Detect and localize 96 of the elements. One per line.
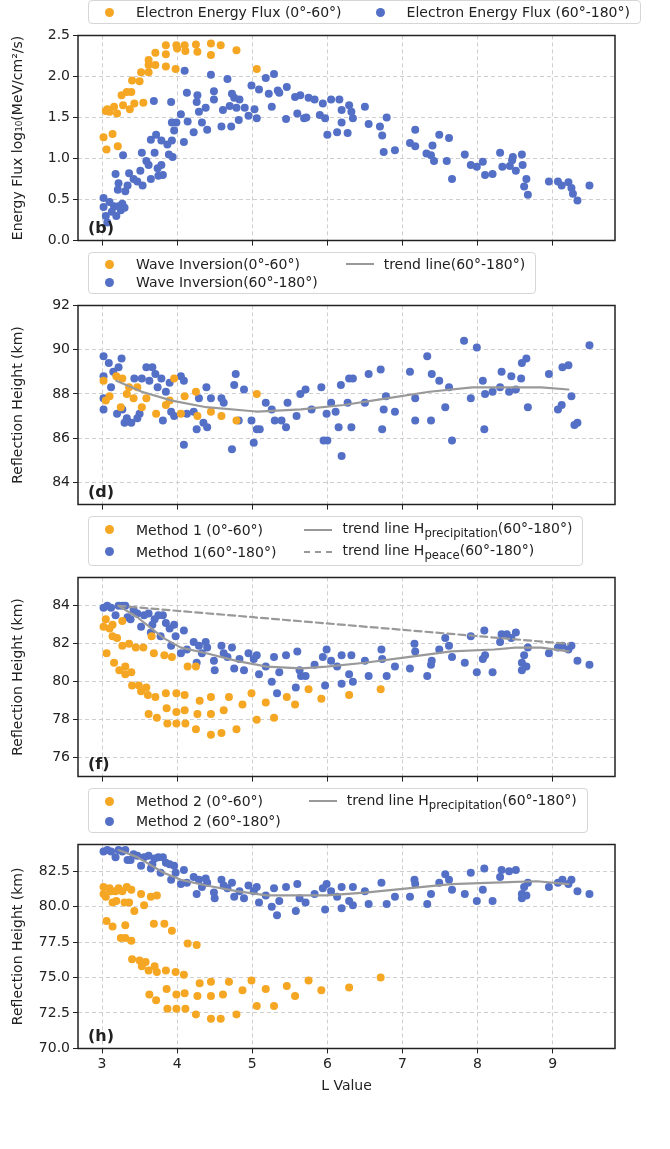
legend-label: Wave Inversion(60°-180°) — [136, 274, 318, 290]
legend-label: Electron Energy Flux (0°-60°) — [136, 4, 342, 20]
annotation: (h) — [88, 1025, 115, 1045]
point — [152, 409, 161, 418]
point — [125, 105, 134, 114]
point — [112, 372, 121, 381]
point — [193, 47, 202, 56]
point — [217, 412, 226, 421]
point — [191, 40, 200, 49]
x-tick-label: 6 — [322, 1055, 332, 1072]
point — [127, 88, 136, 97]
y-tick-label: 2.5 — [47, 26, 70, 43]
annotation: (f) — [88, 753, 110, 773]
y-tick-label: 80 — [52, 671, 70, 688]
point — [161, 62, 170, 71]
y-axis-title: Reflection Height (km) — [9, 868, 26, 1026]
point — [144, 68, 153, 77]
point — [151, 60, 160, 69]
point — [135, 77, 144, 86]
point — [161, 41, 170, 50]
point — [139, 98, 148, 107]
point — [252, 65, 261, 74]
y-tick-label: 90 — [52, 340, 70, 357]
point — [102, 145, 111, 154]
y-tick-label: 75.0 — [38, 968, 70, 985]
point — [137, 403, 146, 412]
y-tick-label: 1.5 — [47, 108, 70, 125]
y-tick-label: 86 — [52, 428, 71, 445]
y-tick-label: 84 — [52, 596, 71, 613]
legend-label: trend line H$_{precipitation}$(60°-180°) — [342, 520, 573, 540]
y-tick-label: 2.0 — [47, 67, 70, 84]
y-tick-label: 70.0 — [38, 1039, 70, 1056]
point — [118, 374, 127, 383]
y-tick-label: 72.5 — [38, 1004, 70, 1021]
legend-label: Method 2 (0°-60°) — [136, 793, 264, 810]
point — [129, 394, 138, 403]
point — [206, 407, 215, 416]
point — [206, 51, 215, 60]
point — [137, 68, 146, 77]
point — [122, 389, 131, 398]
legend-label: Method 1(60°-180°) — [136, 543, 277, 560]
point — [110, 102, 119, 111]
legend-label: trend line(60°-180°) — [383, 256, 526, 272]
point — [171, 65, 180, 74]
y-axis-title: Energy Flux log₁₀(MeV/cm²/s) — [9, 35, 26, 241]
point — [180, 392, 189, 401]
point — [130, 99, 139, 108]
point — [176, 409, 185, 418]
annotation: (d) — [88, 481, 115, 501]
y-tick-label: 0.5 — [47, 190, 70, 207]
point — [191, 387, 200, 396]
point — [142, 394, 151, 403]
y-tick-label: 1.0 — [47, 149, 70, 166]
legend-label: Method 1 (0°-60°) — [136, 521, 264, 538]
x-tick-label: 4 — [172, 1055, 182, 1072]
x-tick-label: 7 — [397, 1055, 407, 1072]
point — [252, 389, 261, 398]
legend-label: trend line H$_{precipitation}$(60°-180°) — [346, 791, 577, 812]
y-tick-label: 84 — [52, 473, 71, 490]
y-tick-label: 76 — [52, 747, 71, 764]
point — [105, 392, 114, 401]
point — [181, 47, 190, 55]
y-tick-label: 0.0 — [47, 231, 70, 248]
legend-label: Electron Energy Flux (60°-180°) — [406, 4, 630, 20]
x-tick-label: 5 — [247, 1055, 257, 1072]
y-tick-label: 78 — [52, 709, 70, 726]
y-axis-title: Reflection Height (km) — [9, 326, 26, 484]
annotation: (b) — [88, 217, 115, 237]
point — [99, 376, 108, 385]
y-tick-label: 82 — [52, 634, 70, 651]
y-axis-title: Reflection Height (km) — [9, 597, 26, 756]
y-tick-label: 80.0 — [38, 897, 70, 914]
legend-label: trend line H$_{peace}$(60°-180°) — [342, 541, 535, 562]
point — [108, 129, 117, 138]
point — [99, 133, 108, 142]
point — [216, 41, 225, 50]
y-tick-label: 88 — [52, 384, 70, 401]
point — [113, 109, 122, 118]
point — [206, 39, 215, 48]
y-tick-label: 82.5 — [38, 862, 70, 879]
point — [128, 76, 137, 85]
point — [151, 48, 160, 57]
point — [232, 46, 241, 55]
point — [193, 412, 202, 421]
point — [119, 101, 128, 110]
point — [113, 142, 122, 151]
point — [161, 50, 170, 59]
point — [170, 374, 179, 383]
legend-label: Wave Inversion(0°-60°) — [136, 256, 300, 272]
x-tick-label: 8 — [473, 1055, 483, 1072]
y-tick-label: 77.5 — [38, 933, 70, 950]
x-tick-label: 9 — [548, 1055, 558, 1072]
legend-label: Method 2 (60°-180°) — [136, 813, 281, 830]
x-axis-title: L Value — [321, 1077, 372, 1094]
x-tick-label: 3 — [97, 1055, 107, 1072]
y-tick-label: 92 — [52, 296, 70, 313]
